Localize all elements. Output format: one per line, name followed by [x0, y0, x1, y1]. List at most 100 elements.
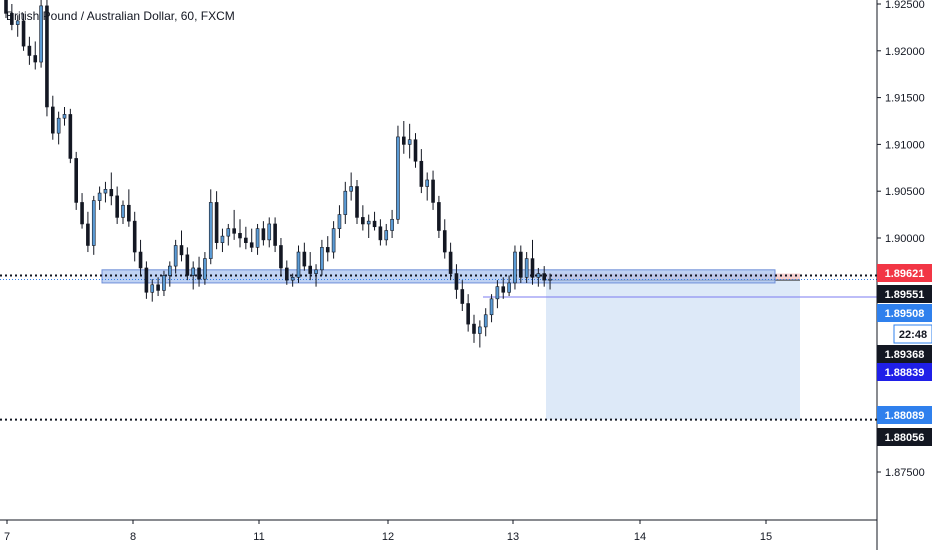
candle-body: [249, 242, 254, 248]
x-tick-label: 15: [760, 531, 772, 543]
candle-body: [132, 220, 137, 253]
candle-body: [197, 267, 201, 280]
candle-body: [50, 106, 55, 134]
candle-body: [21, 20, 26, 47]
candle-body: [15, 20, 20, 25]
candle-body: [413, 139, 418, 162]
candle-body: [56, 117, 61, 134]
take-profit-area[interactable]: [546, 280, 800, 420]
x-tick-label: 14: [634, 531, 646, 543]
price-label-box: [877, 285, 932, 303]
candle-body: [185, 254, 190, 276]
candle-body: [39, 5, 43, 63]
y-tick-label: 1.87500: [885, 467, 925, 479]
candle-body: [208, 202, 213, 259]
candle-body: [524, 258, 529, 278]
candle-body: [33, 55, 38, 63]
candle-body: [407, 139, 412, 145]
candle-body: [507, 282, 511, 293]
price-label: 1.88089: [885, 410, 925, 422]
y-tick-label: 1.91000: [885, 139, 925, 151]
price-label-box: [877, 264, 932, 282]
candle-body: [4, 0, 8, 14]
candle-body: [431, 179, 435, 203]
candle-body: [331, 228, 336, 253]
candle-body: [536, 273, 541, 278]
candle-body: [156, 284, 160, 291]
candle-body: [384, 230, 389, 241]
candle-body: [425, 179, 430, 187]
candle-body: [513, 251, 517, 284]
y-tick-label: 1.92500: [885, 0, 925, 11]
candle-body: [401, 136, 406, 145]
candle-body: [273, 223, 277, 246]
x-tick-label: 8: [130, 531, 136, 543]
y-tick-label: 1.91500: [885, 93, 925, 105]
candle-body: [442, 230, 447, 253]
candle-body: [355, 186, 359, 218]
price-label: 22:48: [899, 329, 927, 341]
candle-body: [62, 114, 67, 119]
candle-body: [366, 220, 371, 225]
x-tick-label: 11: [253, 531, 264, 543]
candle-body: [45, 5, 49, 108]
candle-body: [454, 273, 459, 290]
price-label: 1.88056: [885, 432, 925, 444]
candle-body: [548, 278, 552, 281]
candle-body: [279, 245, 283, 269]
candle-body: [472, 323, 476, 334]
candle-body: [419, 160, 424, 187]
candle-body: [325, 247, 330, 253]
support-zone[interactable]: [101, 269, 776, 284]
price-label-box: [877, 345, 932, 363]
candle-body: [437, 202, 441, 231]
candle-body: [302, 251, 307, 267]
y-tick-label: 1.90000: [885, 233, 925, 245]
candle-body: [244, 237, 248, 243]
candle-body: [314, 269, 318, 274]
candle-body: [238, 233, 242, 239]
candle-body: [290, 277, 295, 281]
price-label: 1.88839: [885, 367, 925, 379]
candle-body: [80, 202, 84, 225]
price-label-box: [877, 363, 932, 381]
candle-body: [518, 251, 523, 278]
candle-body: [138, 251, 143, 269]
candle-body: [255, 228, 260, 248]
candle-body: [173, 245, 178, 267]
candle-body: [168, 265, 172, 276]
candle-body: [109, 189, 114, 197]
candle-body: [97, 192, 102, 201]
candle-body: [115, 195, 119, 218]
candle-body: [343, 190, 348, 215]
candle-body: [121, 204, 125, 218]
price-label: 1.89508: [885, 308, 925, 320]
candle-body: [284, 267, 289, 281]
candle-body: [489, 298, 494, 316]
candle-body: [226, 228, 231, 237]
candle-body: [74, 158, 78, 203]
candle-body: [214, 202, 219, 243]
candle-body: [91, 200, 96, 246]
candle-body: [483, 314, 488, 328]
candle-body: [308, 265, 313, 274]
candle-body: [542, 273, 547, 281]
chart-title: British Pound / Australian Dollar, 60, F…: [6, 9, 235, 23]
candle-body: [460, 289, 465, 304]
candle-body: [466, 303, 470, 325]
candle-body: [144, 267, 149, 293]
candle-body: [27, 45, 32, 56]
x-tick-label: 12: [382, 531, 394, 543]
candle-body: [501, 286, 506, 293]
candle-body: [127, 204, 131, 222]
price-label-box: [893, 324, 932, 344]
candle-body: [179, 245, 184, 256]
candle-body: [372, 220, 377, 228]
candle-body: [337, 214, 342, 229]
price-label-box: [877, 304, 932, 322]
candle-body: [448, 251, 453, 274]
candle-body: [320, 247, 324, 271]
candle-body: [530, 258, 535, 278]
candle-body: [10, 13, 14, 25]
